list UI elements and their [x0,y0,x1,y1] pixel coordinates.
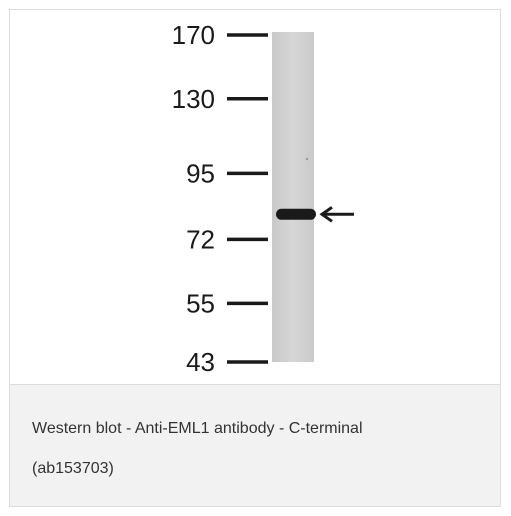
marker-label-72: 72 [186,224,215,254]
marker-label-170: 170 [172,20,215,50]
western-blot-image[interactable]: 170 130 95 72 55 43 [10,10,500,385]
caption-title: Western blot - Anti-EML1 antibody - C-te… [32,420,363,437]
figure-card: 170 130 95 72 55 43 Western blot - Anti-EML1 … [9,9,501,507]
caption-panel: Western blot - Anti-EML1 antibody - C-te… [10,385,500,506]
protein-band [276,208,316,220]
blot-speck [305,157,309,161]
western-blot-svg: 170 130 95 72 55 43 [172,20,354,377]
arrow-icon [319,206,354,223]
marker-label-95: 95 [186,158,215,188]
caption-catalog-number: (ab153703) [32,460,114,477]
marker-label-55: 55 [186,288,215,318]
marker-label-43: 43 [186,347,215,377]
blot-lane [272,32,314,362]
marker-label-130: 130 [172,84,215,114]
